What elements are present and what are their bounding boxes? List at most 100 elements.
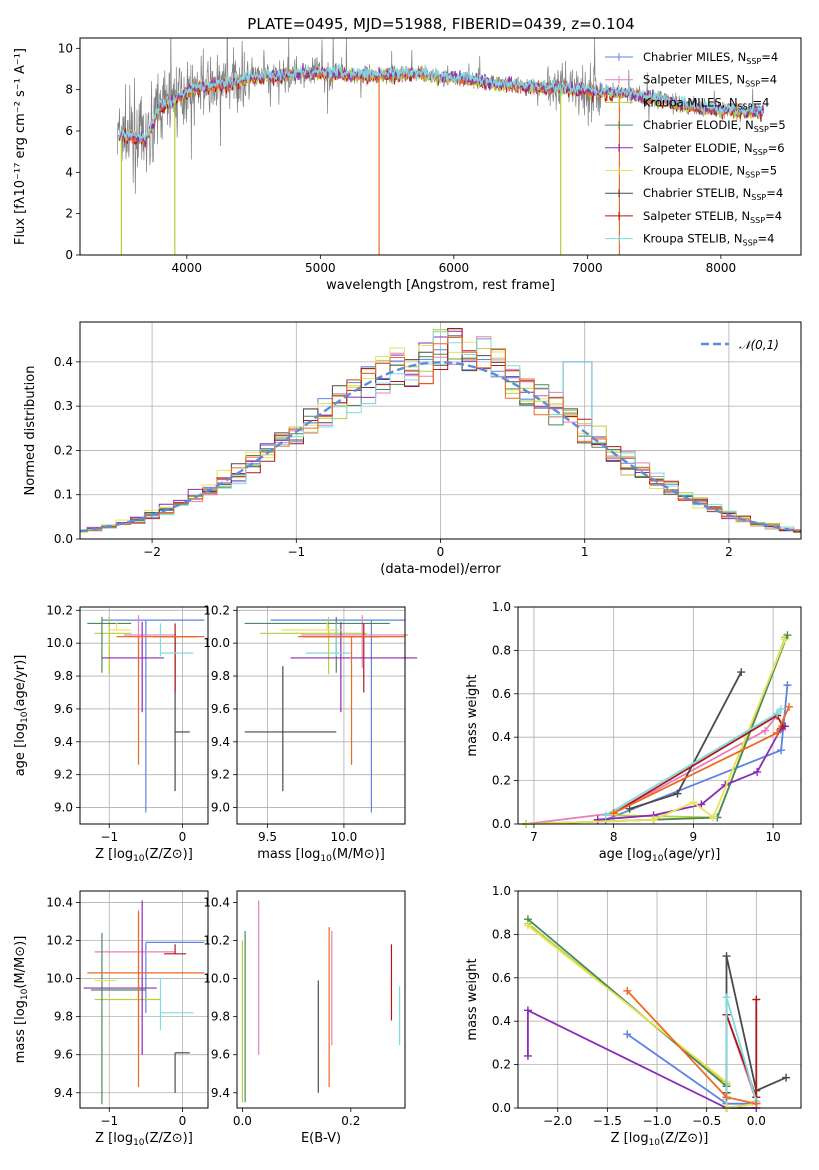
weight-point-marker: [523, 1006, 532, 1015]
x-tick-label: 0.2: [341, 1114, 360, 1128]
x-tick-label: 0: [437, 545, 445, 559]
histogram-plot: [80, 328, 801, 534]
y-tick-label: 0.0: [492, 817, 511, 831]
y-tick-label: 10.0: [203, 636, 230, 650]
x-tick-label: 10.0: [331, 830, 358, 844]
legend-label: Chabrier STELIB, NSSP=4: [643, 186, 783, 202]
frame-mass-vs-ebv: [236, 890, 406, 1109]
errorbar-point: [145, 941, 205, 1013]
y-axis-label: Flux [fλ10⁻¹⁷ erg cm⁻² s⁻¹ A⁻¹]: [13, 48, 28, 245]
y-tick-label: 4: [65, 165, 73, 179]
errorbar-point: [164, 944, 187, 955]
x-tick-label: −2.0: [543, 1114, 572, 1128]
y-tick-label: 0.4: [492, 730, 511, 744]
weight-point-marker: [523, 921, 532, 930]
y-tick-label: 9.8: [54, 669, 73, 683]
y-tick-label: 10.0: [46, 636, 73, 650]
y-tick-label: 0.6: [492, 687, 511, 701]
y-tick-label: 10.0: [46, 972, 73, 986]
y-tick-label: 10.4: [46, 895, 73, 909]
axes-age-vs-mass: 9.5 10.0 9.0 9.2 9.4 9.6 9.8 10.0 10.2: [203, 603, 405, 844]
weight-point-marker: [753, 767, 762, 776]
x-axis-label: Z [log10(Z/Z⊙)]: [611, 1131, 709, 1148]
weight-point-marker: [623, 986, 632, 995]
legend-label: Salpeter STELIB, NSSP=4: [643, 209, 782, 225]
weight-point-marker: [737, 668, 746, 677]
errorbar-point: [109, 621, 132, 631]
errorbar-point: [87, 911, 205, 1088]
x-tick-label: 1: [581, 545, 589, 559]
x-tick-label: 7: [530, 830, 538, 844]
normal-legend-label: 𝒩(0,1): [739, 338, 779, 352]
errorbar-plot-age-vs-mass: [244, 615, 418, 813]
errorbar-point: [298, 635, 405, 765]
y-tick-label: 10.2: [46, 933, 73, 947]
legend-label: Kroupa MILES, NSSP=4: [643, 95, 769, 111]
weight-point-marker: [783, 681, 792, 690]
errorbar-plot-mass-vs-Z: [83, 900, 205, 1105]
y-tick-label: 0.0: [54, 532, 73, 546]
legend-label: Chabrier MILES, NSSP=4: [643, 50, 778, 66]
errorbar-point: [259, 616, 367, 675]
axes-residuals: −2 −1 0 1 2 0.0 0.1 0.2 0.3 0.4: [54, 322, 801, 559]
y-tick-label: 0.2: [54, 443, 73, 457]
x-tick-label: 9: [690, 830, 698, 844]
weight-plot-mass-weight-vs-age: [521, 631, 794, 828]
x-axis-label: Z [log10(Z/Z⊙)]: [95, 1131, 193, 1148]
weight-point-marker: [689, 798, 698, 807]
y-tick-label: 0.8: [492, 927, 511, 941]
x-tick-label: 6000: [439, 261, 470, 275]
y-tick-label: 0: [65, 248, 73, 262]
y-tick-label: 1.0: [492, 884, 511, 898]
normal-curve: [80, 361, 799, 533]
legend-label: Kroupa STELIB, NSSP=4: [643, 232, 774, 248]
frame-age-vs-mass: [236, 606, 406, 825]
weight-point-marker: [773, 709, 782, 718]
x-tick-label: 7000: [572, 261, 603, 275]
weight-point-marker: [783, 631, 792, 640]
y-tick-label: 9.4: [54, 1086, 73, 1100]
errorbar-point: [123, 615, 176, 668]
y-tick-label: 0.0: [492, 1101, 511, 1115]
y-tick-label: 0.2: [492, 1058, 511, 1072]
model-spectrum-line: [118, 62, 764, 142]
y-tick-label: 9.6: [211, 702, 230, 716]
x-tick-label: 0: [179, 1114, 187, 1128]
axes-spectrum: 4000 5000 6000 7000 8000 0 2 4 6 8 10: [58, 41, 736, 275]
legend-label: Salpeter ELODIE, NSSP=6: [643, 141, 785, 157]
legend-label: Salpeter MILES, NSSP=4: [643, 73, 777, 89]
x-tick-label: 4000: [172, 261, 203, 275]
x-tick-label: −1.0: [642, 1114, 671, 1128]
errorbar-plot-mass-vs-ebv: [241, 900, 401, 1103]
y-tick-label: 8: [65, 83, 73, 97]
y-tick-label: 0.4: [54, 355, 73, 369]
frame-mass-weight-vs-Z: [517, 890, 802, 1109]
weight-point-marker: [752, 995, 761, 1004]
errorbar-point: [244, 666, 337, 792]
y-tick-label: 10.2: [46, 603, 73, 617]
weight-series-line: [725, 997, 758, 1102]
errorbar-point: [83, 900, 157, 1055]
weight-point-marker: [773, 728, 782, 737]
y-tick-label: 9.0: [211, 801, 230, 815]
errorbar-plot-age-vs-Z: [87, 615, 205, 813]
weight-point-marker: [649, 815, 658, 824]
x-axis-label: age [log10(age/yr)]: [599, 847, 721, 864]
y-tick-label: 9.6: [54, 1048, 73, 1062]
spectrum-legend: Chabrier MILES, NSSP=4 Salpeter MILES, NS…: [605, 50, 786, 248]
figure-title: PLATE=0495, MJD=51988, FIBERID=0439, z=0…: [247, 15, 634, 33]
errorbar-point: [101, 619, 205, 813]
x-tick-label: 9.5: [258, 830, 277, 844]
spectrum-plot: [117, 38, 765, 255]
errorbar-point: [94, 616, 132, 675]
y-tick-label: 9.4: [54, 735, 73, 749]
weight-point-marker: [523, 1051, 532, 1060]
weight-point-marker: [722, 1093, 731, 1102]
weight-point-marker: [777, 746, 786, 755]
errorbar-point: [305, 623, 352, 657]
y-tick-label: 9.8: [211, 669, 230, 683]
axes-mass-weight-vs-Z: −2.0 −1.5 −1.0 −0.5 0.0 0.0 0.2 0.4 0.6 0.8 1.0: [492, 884, 801, 1128]
weight-point-marker: [752, 1099, 761, 1108]
x-tick-label: 8000: [706, 261, 737, 275]
